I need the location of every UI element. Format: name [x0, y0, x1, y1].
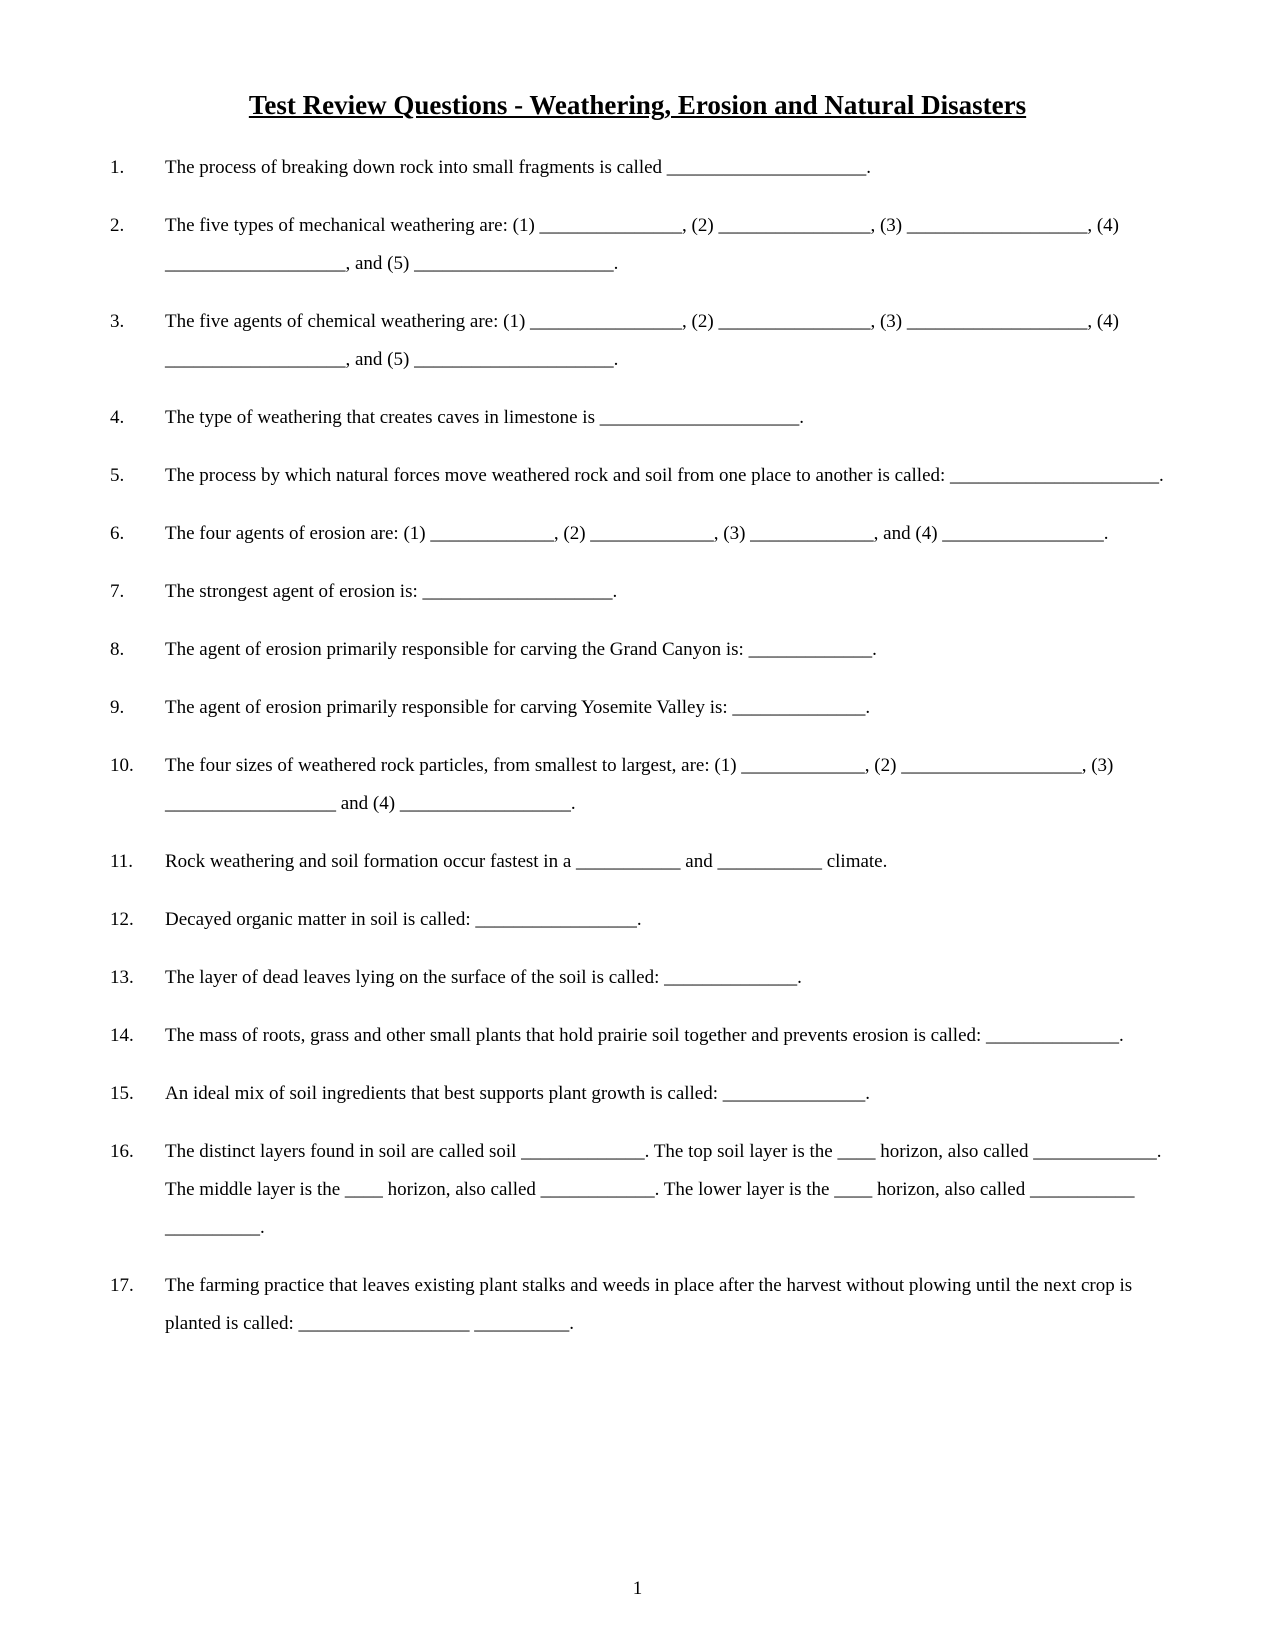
question-text: Decayed organic matter in soil is called…	[165, 901, 1165, 939]
question-text: The farming practice that leaves existin…	[165, 1267, 1165, 1343]
question-item: 10. The four sizes of weathered rock par…	[110, 747, 1165, 823]
question-item: 11. Rock weathering and soil formation o…	[110, 843, 1165, 881]
question-number: 8.	[110, 631, 165, 669]
question-item: 2. The five types of mechanical weatheri…	[110, 207, 1165, 283]
question-number: 13.	[110, 959, 165, 997]
question-number: 14.	[110, 1017, 165, 1055]
question-item: 7. The strongest agent of erosion is: __…	[110, 573, 1165, 611]
question-text: Rock weathering and soil formation occur…	[165, 843, 1165, 881]
question-item: 17. The farming practice that leaves exi…	[110, 1267, 1165, 1343]
question-item: 4. The type of weathering that creates c…	[110, 399, 1165, 437]
question-item: 1. The process of breaking down rock int…	[110, 149, 1165, 187]
question-number: 3.	[110, 303, 165, 379]
question-text: The four agents of erosion are: (1) ____…	[165, 515, 1165, 553]
question-list: 1. The process of breaking down rock int…	[110, 149, 1165, 1343]
question-text: An ideal mix of soil ingredients that be…	[165, 1075, 1165, 1113]
question-item: 15. An ideal mix of soil ingredients tha…	[110, 1075, 1165, 1113]
question-number: 16.	[110, 1133, 165, 1247]
question-text: The mass of roots, grass and other small…	[165, 1017, 1165, 1055]
question-text: The five agents of chemical weathering a…	[165, 303, 1165, 379]
question-number: 1.	[110, 149, 165, 187]
question-number: 4.	[110, 399, 165, 437]
question-text: The process by which natural forces move…	[165, 457, 1165, 495]
question-item: 14. The mass of roots, grass and other s…	[110, 1017, 1165, 1055]
question-text: The four sizes of weathered rock particl…	[165, 747, 1165, 823]
question-number: 10.	[110, 747, 165, 823]
question-item: 6. The four agents of erosion are: (1) _…	[110, 515, 1165, 553]
question-text: The strongest agent of erosion is: _____…	[165, 573, 1165, 611]
question-item: 9. The agent of erosion primarily respon…	[110, 689, 1165, 727]
question-text: The five types of mechanical weathering …	[165, 207, 1165, 283]
question-number: 7.	[110, 573, 165, 611]
question-text: The process of breaking down rock into s…	[165, 149, 1165, 187]
question-text: The type of weathering that creates cave…	[165, 399, 1165, 437]
question-item: 5. The process by which natural forces m…	[110, 457, 1165, 495]
question-number: 9.	[110, 689, 165, 727]
question-item: 8. The agent of erosion primarily respon…	[110, 631, 1165, 669]
question-number: 11.	[110, 843, 165, 881]
question-item: 3. The five agents of chemical weatherin…	[110, 303, 1165, 379]
question-text: The distinct layers found in soil are ca…	[165, 1133, 1165, 1247]
question-item: 16. The distinct layers found in soil ar…	[110, 1133, 1165, 1247]
question-number: 17.	[110, 1267, 165, 1343]
question-text: The layer of dead leaves lying on the su…	[165, 959, 1165, 997]
question-number: 15.	[110, 1075, 165, 1113]
question-text: The agent of erosion primarily responsib…	[165, 631, 1165, 669]
question-number: 5.	[110, 457, 165, 495]
page-number: 1	[0, 1578, 1275, 1600]
question-number: 12.	[110, 901, 165, 939]
question-text: The agent of erosion primarily responsib…	[165, 689, 1165, 727]
question-number: 2.	[110, 207, 165, 283]
question-item: 12. Decayed organic matter in soil is ca…	[110, 901, 1165, 939]
page-title: Test Review Questions - Weathering, Eros…	[110, 90, 1165, 121]
question-number: 6.	[110, 515, 165, 553]
question-item: 13. The layer of dead leaves lying on th…	[110, 959, 1165, 997]
